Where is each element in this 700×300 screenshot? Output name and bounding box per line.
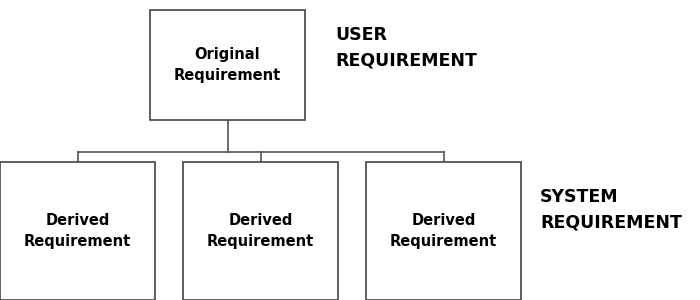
- Text: Derived
Requirement: Derived Requirement: [390, 213, 497, 249]
- Text: Derived
Requirement: Derived Requirement: [24, 213, 131, 249]
- Text: Original
Requirement: Original Requirement: [174, 47, 281, 83]
- FancyBboxPatch shape: [366, 162, 521, 300]
- Text: USER
REQUIREMENT: USER REQUIREMENT: [335, 26, 477, 70]
- FancyBboxPatch shape: [0, 162, 155, 300]
- Text: Derived
Requirement: Derived Requirement: [207, 213, 314, 249]
- Text: SYSTEM
REQUIREMENT: SYSTEM REQUIREMENT: [540, 188, 682, 232]
- FancyBboxPatch shape: [183, 162, 338, 300]
- FancyBboxPatch shape: [150, 10, 305, 120]
